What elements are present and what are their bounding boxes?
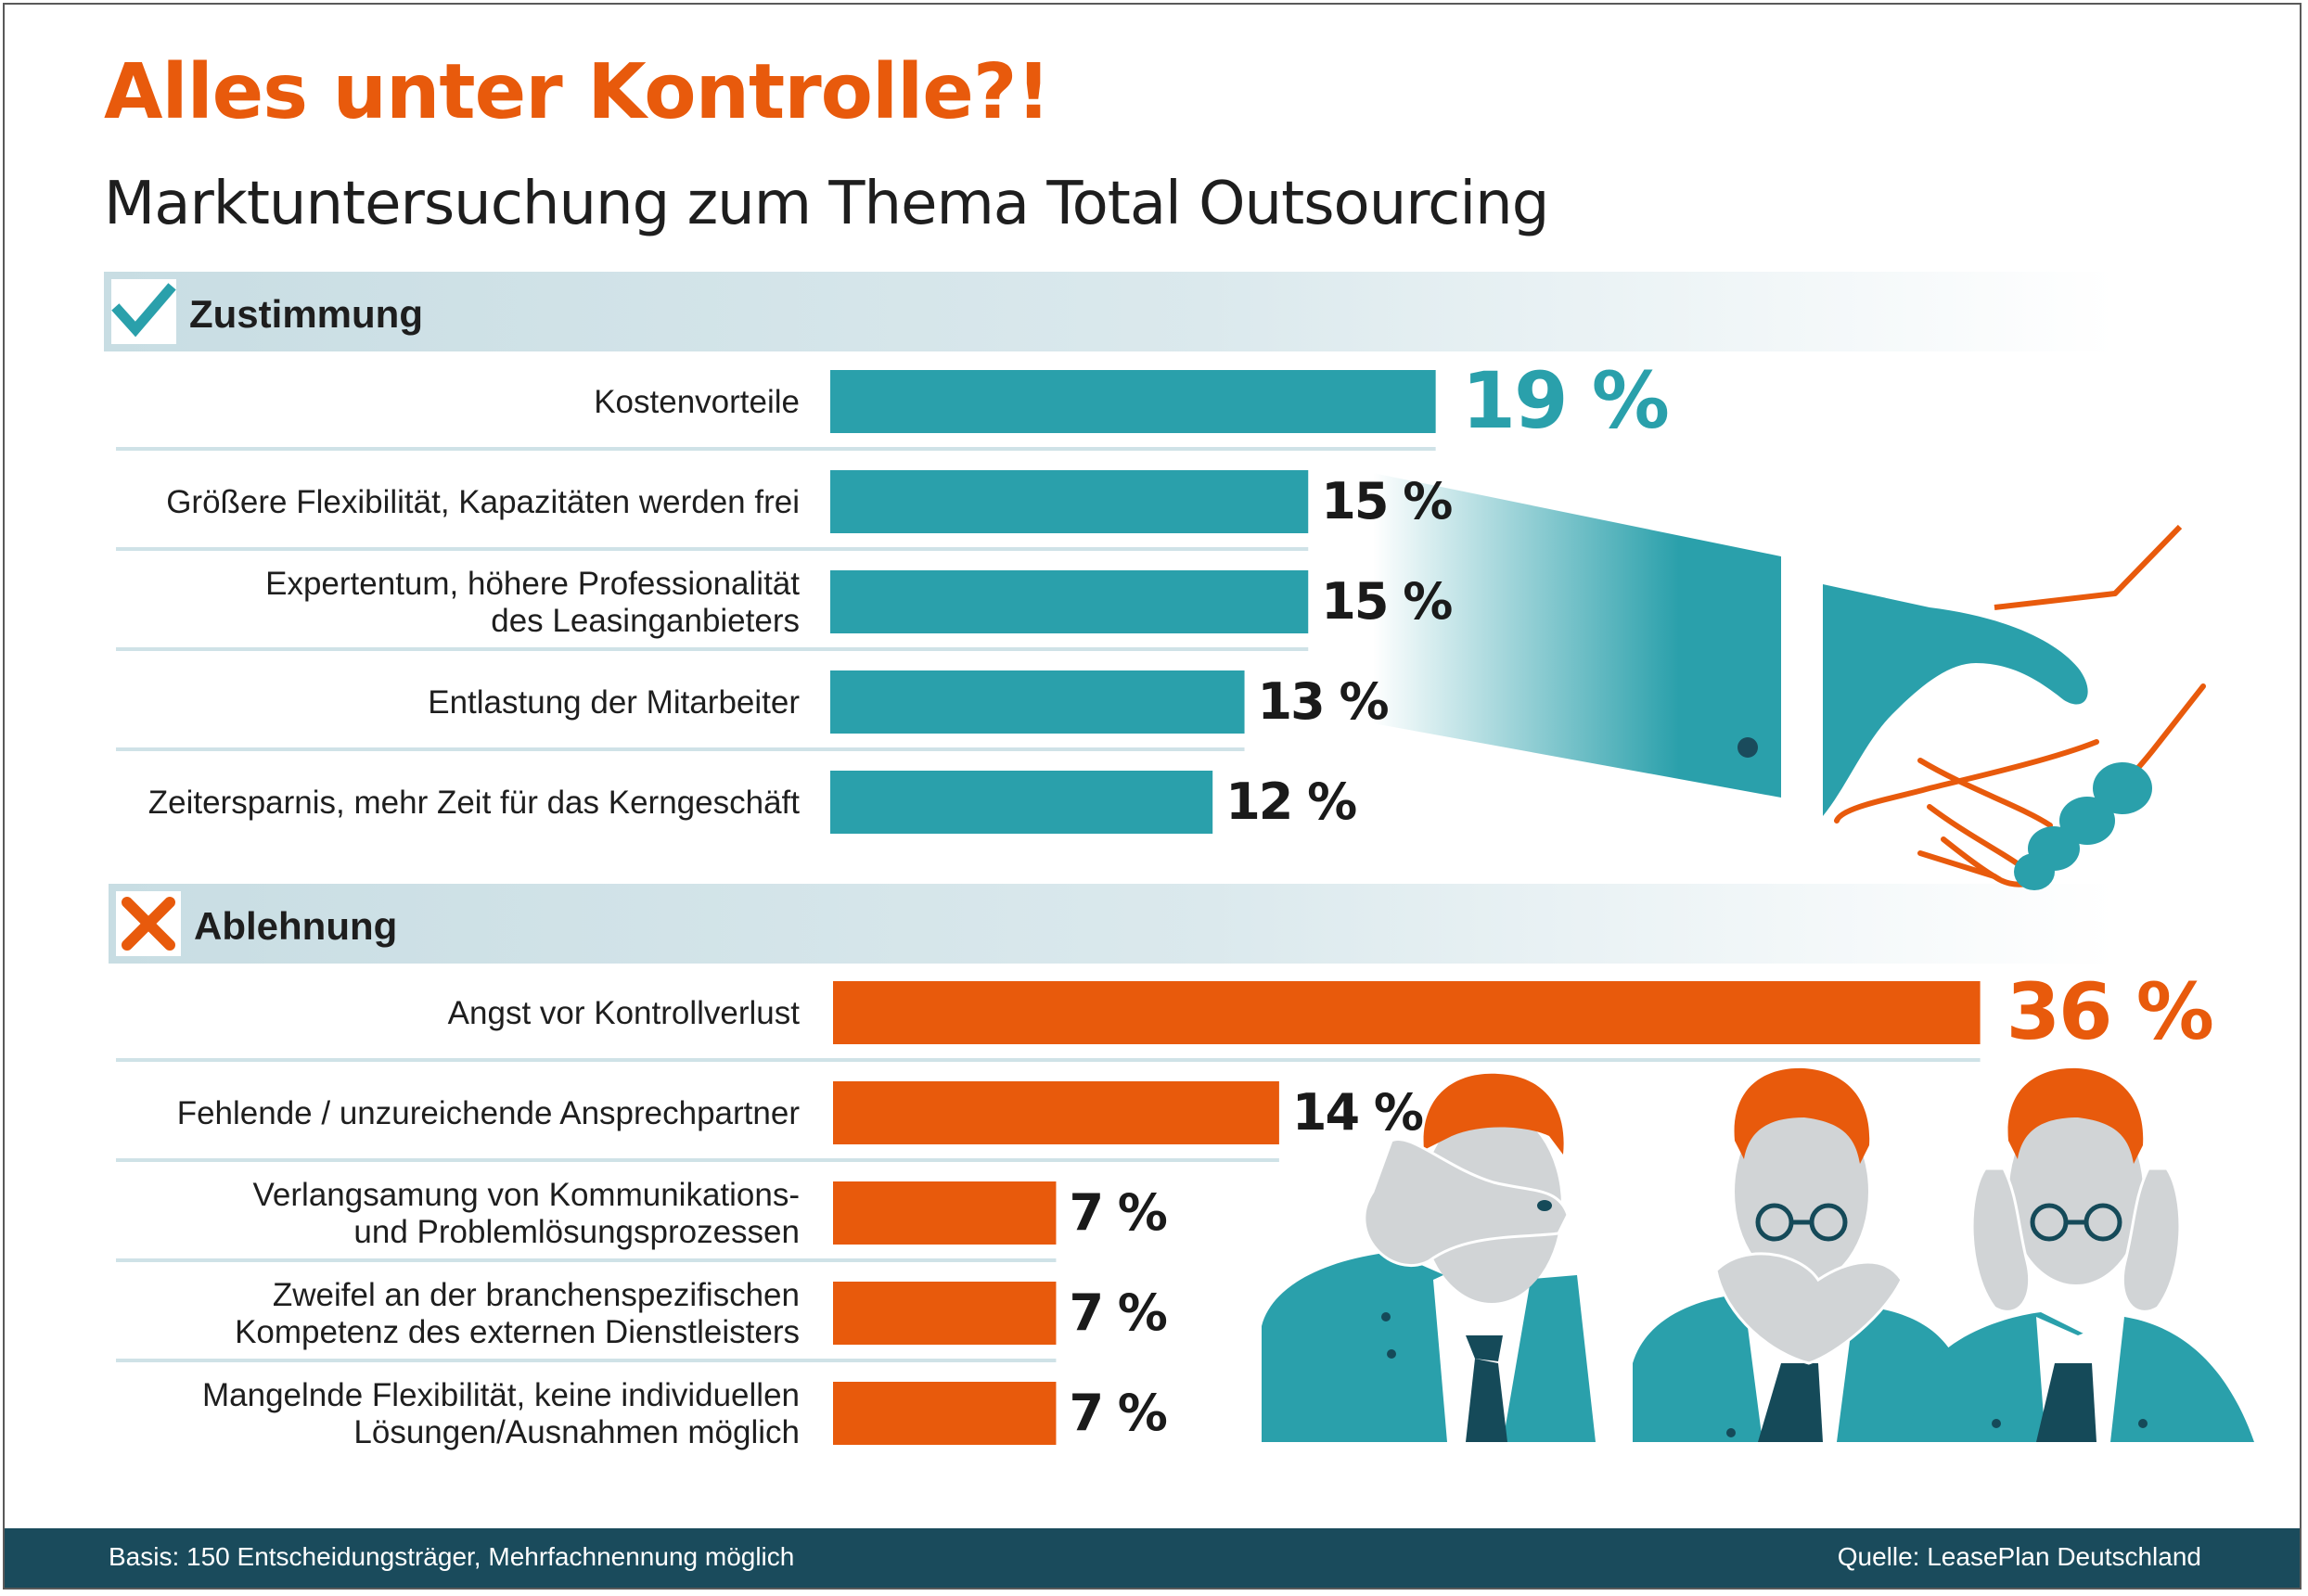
category-label: Verlangsamung von Kommunikations-und Pro… <box>253 1177 800 1250</box>
section-label-zustimmung: Zustimmung <box>189 292 423 336</box>
category-label: Größere Flexibilität, Kapazitäten werden… <box>166 484 800 520</box>
bar <box>830 570 1309 633</box>
handshake-illustration <box>1373 473 2206 890</box>
infographic-title: Alles unter Kontrolle?! <box>104 48 1051 136</box>
bar <box>830 470 1309 533</box>
footer-source: Quelle: LeasePlan Deutschland <box>1837 1542 2201 1571</box>
section-header-zustimmung: Zustimmung <box>104 272 2115 351</box>
bar <box>833 981 1981 1044</box>
bar <box>833 1382 1057 1445</box>
value-label: 7 % <box>1069 1384 1166 1442</box>
bar-charts: Kostenvorteile 19 % Größere Flexibilität, … <box>116 355 2254 1450</box>
man-hear-no-evil <box>1906 1067 2254 1442</box>
category-label: Fehlende / unzureichende Ansprechpartner <box>177 1095 801 1131</box>
man-see-no-evil <box>1262 1073 1596 1442</box>
value-label: 15 % <box>1321 572 1452 631</box>
value-label: 12 % <box>1225 772 1356 831</box>
category-label: Angst vor Kontrollverlust <box>448 995 801 1031</box>
value-label: 13 % <box>1258 672 1389 731</box>
category-label: Zweifel an der branchenspezifischen Kompe… <box>235 1277 800 1350</box>
section-label-ablehnung: Ablehnung <box>194 904 398 948</box>
bar <box>833 1081 1279 1144</box>
category-label: Kostenvorteile <box>594 384 800 420</box>
check-icon <box>111 279 176 344</box>
value-label: 15 % <box>1321 472 1452 530</box>
footer-bar: Basis: 150 Entscheidungsträger, Mehrfach… <box>5 1528 2300 1588</box>
bar <box>830 771 1213 834</box>
cross-icon <box>116 891 181 956</box>
bar <box>830 370 1436 433</box>
man-speak-no-evil <box>1633 1067 1967 1442</box>
category-label: Mangelnde Flexibilität, keine individuel… <box>202 1377 800 1450</box>
value-label: 7 % <box>1069 1183 1166 1242</box>
footer-basis-note: Basis: 150 Entscheidungsträger, Mehrfach… <box>109 1542 795 1571</box>
infographic-subtitle: Marktuntersuchung zum Thema Total Outsou… <box>104 170 1549 238</box>
value-label: 14 % <box>1292 1083 1423 1142</box>
category-label: Expertentum, höhere Professionalität des … <box>265 566 800 639</box>
value-label: 19 % <box>1462 355 1668 446</box>
value-label: 7 % <box>1069 1283 1166 1342</box>
bars-layer: Kostenvorteile 19 % Größere Flexibilität, … <box>116 355 2214 1450</box>
bar <box>830 670 1245 734</box>
bar <box>833 1181 1057 1245</box>
category-label: Zeitersparnis, mehr Zeit für das Kernges… <box>148 785 801 821</box>
three-wise-men-illustration <box>1262 1067 2254 1442</box>
section-header-ablehnung: Ablehnung <box>109 884 2115 964</box>
bar <box>833 1282 1057 1345</box>
value-label: 36 % <box>2007 966 2212 1057</box>
category-label: Entlastung der Mitarbeiter <box>428 684 800 721</box>
